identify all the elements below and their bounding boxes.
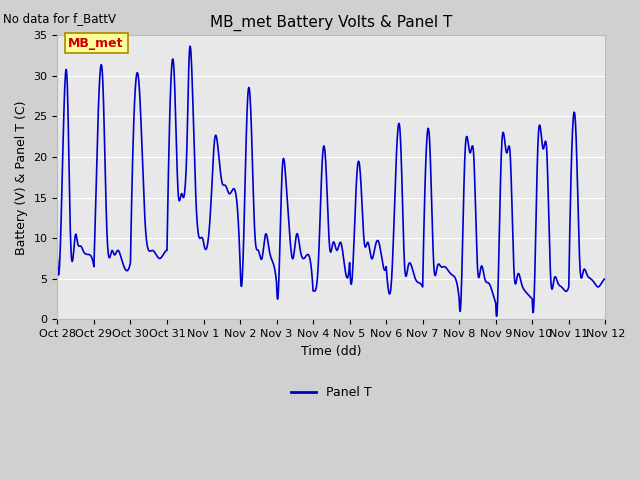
Text: MB_met: MB_met: [68, 36, 124, 50]
Text: No data for f_BattV: No data for f_BattV: [3, 12, 116, 25]
X-axis label: Time (dd): Time (dd): [301, 345, 362, 358]
Y-axis label: Battery (V) & Panel T (C): Battery (V) & Panel T (C): [15, 100, 28, 254]
Title: MB_met Battery Volts & Panel T: MB_met Battery Volts & Panel T: [210, 15, 452, 31]
Legend: Panel T: Panel T: [286, 381, 377, 404]
